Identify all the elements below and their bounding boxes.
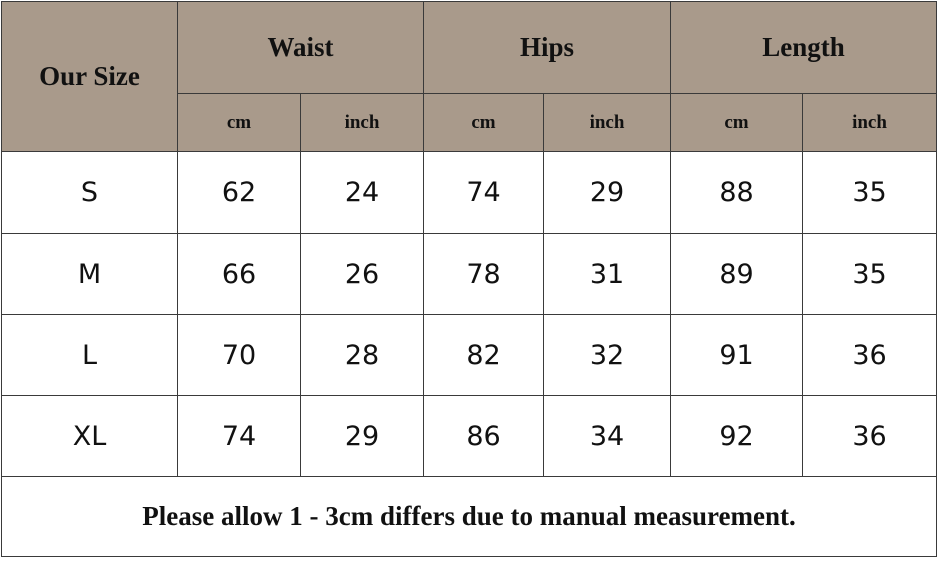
note: Please allow 1 - 3cm differs due to manu… [1, 476, 937, 557]
cell-text: 36 [852, 420, 887, 452]
cell-text: 31 [589, 258, 625, 290]
cell-text: inch [852, 111, 887, 133]
cell-text: Length [762, 32, 845, 62]
cell-text: 24 [344, 177, 380, 208]
cell-text: 29 [589, 177, 625, 208]
unit-header: cm [670, 93, 803, 152]
value-cell: 74 [177, 395, 301, 477]
value-cell: 62 [177, 151, 301, 234]
size-header: Our Size [1, 1, 178, 152]
value-cell: 35 [802, 151, 937, 234]
cell-text: L [81, 339, 98, 371]
cell-text: 74 [221, 420, 257, 452]
cell-text: Hips [519, 32, 575, 62]
value-cell: 35 [802, 233, 937, 315]
unit-header: inch [300, 93, 424, 152]
value-cell: 92 [670, 395, 803, 477]
value-cell: 28 [300, 314, 424, 396]
cell-text: S [80, 177, 99, 208]
cell-text: 35 [852, 177, 887, 208]
value-cell: 24 [300, 151, 424, 234]
unit-header: inch [543, 93, 671, 152]
size-cell: XL [1, 395, 178, 477]
cell-text: cm [226, 111, 252, 133]
value-cell: 29 [543, 151, 671, 234]
size-cell: S [1, 151, 178, 234]
value-cell: 88 [670, 151, 803, 234]
cell-text: 74 [466, 177, 501, 208]
value-cell: 91 [670, 314, 803, 396]
cell-text: 78 [466, 258, 501, 290]
value-cell: 89 [670, 233, 803, 315]
cell-text: 29 [344, 420, 380, 452]
value-cell: 74 [423, 151, 544, 234]
cell-text: 35 [852, 258, 887, 290]
cell-text: 28 [344, 339, 380, 371]
cell-text: 34 [589, 420, 625, 452]
cell-text: 86 [466, 420, 501, 452]
value-cell: 36 [802, 314, 937, 396]
cell-text: 66 [221, 258, 257, 290]
cell-text: 26 [344, 258, 380, 290]
cell-text: XL [72, 420, 107, 452]
value-cell: 32 [543, 314, 671, 396]
value-cell: 34 [543, 395, 671, 477]
value-cell: 31 [543, 233, 671, 315]
cell-text: 36 [852, 339, 887, 371]
value-cell: 78 [423, 233, 544, 315]
value-cell: 29 [300, 395, 424, 477]
cell-text: 82 [466, 339, 501, 371]
value-cell: 26 [300, 233, 424, 315]
cell-text: 62 [221, 177, 257, 208]
cell-text: inch [344, 111, 380, 133]
cell-text: Our Size [39, 61, 140, 91]
value-cell: 66 [177, 233, 301, 315]
cell-text: Please allow 1 - 3cm differs due to manu… [142, 501, 796, 531]
value-cell: 82 [423, 314, 544, 396]
cell-text: inch [589, 111, 625, 133]
cell-text: cm [471, 111, 496, 133]
size-cell: M [1, 233, 178, 315]
value-cell: 70 [177, 314, 301, 396]
size-cell: L [1, 314, 178, 396]
group-header: Length [670, 1, 937, 94]
cell-text: 89 [719, 258, 754, 290]
unit-header: inch [802, 93, 937, 152]
unit-header: cm [423, 93, 544, 152]
group-header: Waist [177, 1, 424, 94]
cell-text: 91 [719, 339, 754, 371]
value-cell: 36 [802, 395, 937, 477]
cell-text: 70 [221, 339, 257, 371]
cell-text: Waist [267, 32, 334, 62]
cell-text: 32 [589, 339, 625, 371]
cell-text: 88 [719, 177, 754, 208]
value-cell: 86 [423, 395, 544, 477]
cell-text: cm [724, 111, 749, 133]
group-header: Hips [423, 1, 671, 94]
cell-text: M [77, 258, 102, 290]
unit-header: cm [177, 93, 301, 152]
cell-text: 92 [719, 420, 754, 452]
